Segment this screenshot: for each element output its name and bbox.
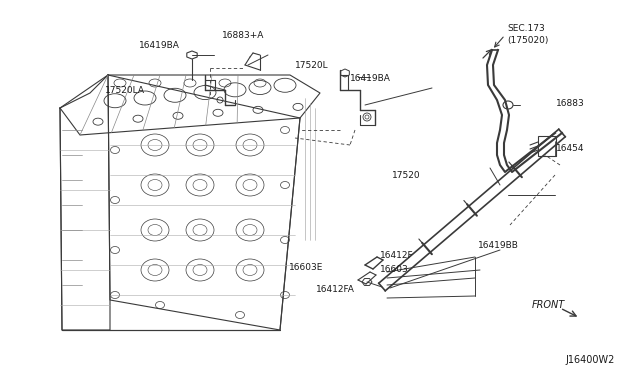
Text: 17520: 17520 bbox=[392, 170, 420, 180]
Text: 17520L: 17520L bbox=[295, 61, 328, 70]
Text: (175020): (175020) bbox=[507, 35, 548, 45]
Text: 16603: 16603 bbox=[380, 266, 409, 275]
Text: 16454: 16454 bbox=[556, 144, 584, 153]
Bar bbox=[538, 136, 556, 156]
Text: SEC.173: SEC.173 bbox=[507, 23, 545, 32]
Text: FRONT: FRONT bbox=[532, 300, 565, 310]
Text: 16419BA: 16419BA bbox=[139, 41, 180, 49]
Text: 16603E: 16603E bbox=[289, 263, 323, 273]
Text: 17520LA: 17520LA bbox=[105, 86, 145, 94]
Text: 16419BA: 16419BA bbox=[350, 74, 391, 83]
Text: 16412F: 16412F bbox=[380, 250, 413, 260]
Text: 16419BB: 16419BB bbox=[478, 241, 519, 250]
Text: J16400W2: J16400W2 bbox=[565, 355, 614, 365]
Text: 16883: 16883 bbox=[556, 99, 585, 108]
Text: 16883+A: 16883+A bbox=[222, 31, 264, 39]
Text: 16412FA: 16412FA bbox=[316, 285, 355, 294]
